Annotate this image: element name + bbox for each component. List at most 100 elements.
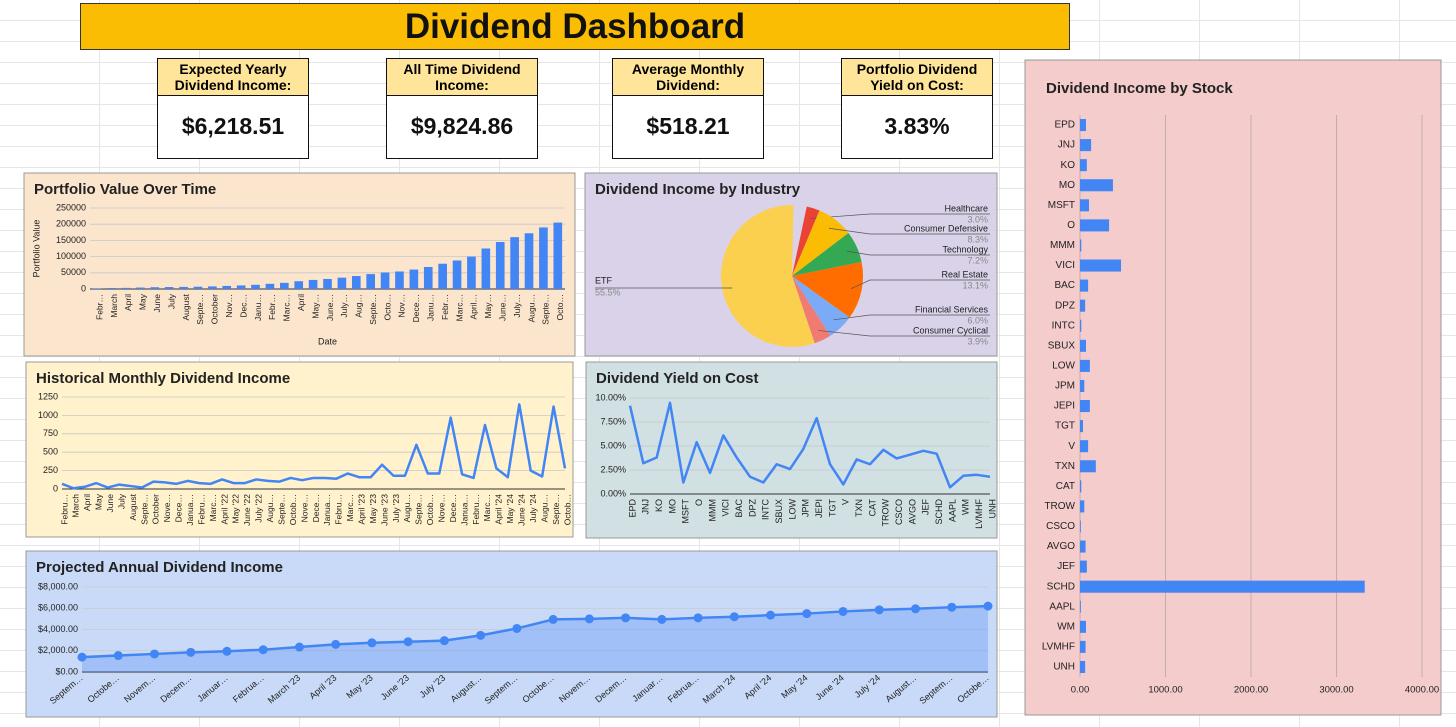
y-tick-label: 150000 [56, 235, 86, 245]
point [149, 649, 159, 659]
bar [1080, 600, 1081, 613]
x-tick-label: Octob… [562, 494, 572, 525]
bar [1080, 420, 1083, 433]
chart-title: Dividend Income by Industry [595, 181, 801, 198]
x-tick-label: V [841, 499, 851, 505]
x-tick-label: Febr… [440, 294, 450, 320]
x-tick-label: Augu… [539, 494, 549, 522]
x-tick-label: May… [310, 294, 320, 319]
bar [1080, 580, 1365, 593]
slice-label: Consumer Defensive [904, 223, 988, 233]
leader-line [828, 227, 990, 235]
chart-title: Historical Monthly Dividend Income [36, 370, 290, 387]
chart-title: Dividend Yield on Cost [596, 370, 759, 387]
x-tick-label: Febr… [267, 294, 277, 320]
x-tick-label: April '24 [494, 494, 504, 525]
chart-title: Portfolio Value Over Time [34, 181, 216, 198]
x-tick-label: Septe… [195, 294, 205, 325]
bar [136, 287, 145, 289]
point [693, 613, 703, 623]
y-tick-label: $0.00 [55, 666, 78, 676]
y-tick-label: DPZ [1055, 300, 1075, 311]
x-tick-label: Dec… [238, 294, 248, 318]
bar [1080, 299, 1086, 312]
point [367, 638, 377, 648]
bar [1080, 319, 1082, 332]
y-tick-label: MO [1059, 180, 1075, 191]
point [947, 602, 957, 612]
x-tick-label: JEPI [814, 499, 824, 518]
x-tick-label: July… [339, 294, 349, 318]
point [476, 630, 486, 640]
bar [1080, 400, 1090, 413]
bar [467, 256, 476, 289]
x-tick-label: August [181, 293, 191, 320]
kpi-card: Expected Yearly Dividend Income: $6,218.5… [157, 58, 309, 159]
x-tick-label: April… [469, 294, 479, 320]
x-tick-label: October [151, 494, 161, 524]
kpi-card: All Time Dividend Income: $9,824.86 [386, 58, 538, 159]
bar [121, 287, 131, 289]
bar [1080, 359, 1090, 372]
bar [438, 263, 447, 289]
y-tick-label: 50000 [61, 267, 86, 277]
bar [553, 222, 563, 289]
x-tick-label: Septe… [414, 494, 424, 525]
kpi-value: 3.83% [884, 113, 950, 139]
point [548, 614, 558, 624]
x-tick-label: April '22 [219, 494, 229, 525]
x-tick-label: Dece… [411, 294, 421, 322]
x-tick-label: Janua… [322, 494, 332, 526]
x-tick-label: June '24 [517, 494, 527, 526]
x-tick-label: 2000.00 [1234, 685, 1268, 696]
kpi-label: Average Monthly Dividend: [613, 59, 763, 96]
x-tick-label: Marc… [345, 494, 355, 521]
x-tick-label: July [116, 493, 126, 509]
x-tick-label: INTC [761, 499, 771, 520]
bar [1080, 259, 1122, 272]
bar [1080, 540, 1086, 553]
x-tick-label: March [109, 294, 119, 318]
x-tick-label: Nove… [437, 494, 447, 522]
point [657, 614, 667, 624]
bar [366, 274, 375, 289]
chart-panel [25, 550, 998, 718]
y-tick-label: 2.50% [600, 464, 626, 474]
line [628, 401, 991, 489]
x-tick-label: WM [961, 499, 971, 515]
x-tick-label: SBUX [774, 499, 784, 524]
bar [1080, 339, 1086, 352]
leader-line [833, 314, 990, 321]
bar [222, 285, 232, 289]
y-tick-label: LVMHF [1042, 642, 1075, 653]
x-tick-label: Febr… [94, 294, 104, 320]
kpi-value: $9,824.86 [410, 113, 514, 139]
bar [323, 278, 332, 289]
bar [1080, 179, 1113, 192]
bar [1080, 480, 1082, 493]
bar [1080, 560, 1087, 573]
bar [1080, 440, 1089, 453]
x-tick-label: MO [667, 499, 677, 514]
point [294, 642, 304, 652]
x-tick-label: Augu… [526, 294, 536, 322]
chart-panel [585, 361, 998, 539]
chart-title: Projected Annual Dividend Income [36, 559, 283, 576]
x-tick-label: TXN [854, 499, 864, 517]
pie-slice [792, 232, 862, 276]
point [439, 636, 449, 646]
y-tick-label: TROW [1044, 501, 1075, 512]
chart-panel [23, 172, 576, 357]
x-tick-label: CAT [867, 499, 877, 517]
bar [510, 237, 519, 289]
y-tick-label: 0 [81, 283, 86, 293]
y-tick-label: SBUX [1048, 340, 1076, 351]
x-tick-label: Octob… [425, 494, 435, 525]
y-tick-label: VICI [1056, 260, 1075, 271]
y-tick-label: 200000 [56, 219, 86, 229]
point [403, 637, 413, 647]
slice-label: Healthcare [944, 203, 988, 213]
x-tick-label: CSCO [894, 499, 904, 525]
y-tick-label: 5.00% [600, 440, 626, 450]
